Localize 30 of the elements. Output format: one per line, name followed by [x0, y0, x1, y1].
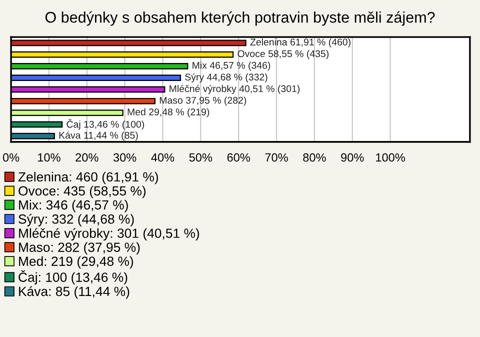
data-label: Mléčné výrobky 40,51 % (301) [170, 84, 300, 94]
legend-label: Maso: 282 (37,95 %) [19, 242, 140, 255]
chart-title: O bedýnky s obsahem kterých potravin byste měli zájem? [45, 11, 435, 26]
data-label: Ovoce 58,55 % (435) [238, 50, 329, 60]
data-label: Mix 46,57 % (346) [192, 62, 270, 71]
data-label: Med 29,48 % (219) [128, 108, 210, 118]
legend-label: Mix: 346 (46,57 %) [19, 200, 128, 212]
legend-label: Med: 219 (29,48 %) [19, 256, 134, 269]
legend-label: Zelenina: 460 (61,91 %) [18, 172, 158, 184]
x-tick-label: 90% [341, 153, 364, 162]
x-tick-label: 60% [227, 153, 250, 162]
data-label: Zelenina 61,91 % (460) [250, 38, 350, 48]
x-tick-label: 10% [38, 153, 60, 162]
legend-label: Sýry: 332 (44,68 %) [18, 214, 134, 226]
data-label: Káva 11,44 % (85) [59, 131, 138, 141]
data-label: Čaj 13,46 % (100) [66, 119, 144, 130]
legend-label: Ovoce: 435 (58,55 %) [18, 186, 146, 198]
x-tick-label: 50% [189, 153, 212, 162]
legend-label: Káva: 85 (11,44 %) [19, 286, 130, 299]
x-tick-label: 70% [265, 153, 288, 162]
legend-label: Čaj: 100 (13,46 %) [18, 270, 128, 285]
x-tick-label: 100% [376, 153, 405, 162]
legend-label: Mléčné výrobky: 301 (40,51 %) [19, 228, 200, 241]
x-tick-label: 40% [151, 153, 174, 162]
data-label: Sýry 44,68 % (332) [185, 73, 268, 82]
x-tick-label: 0% [2, 153, 20, 162]
x-tick-label: 20% [76, 153, 98, 162]
x-tick-label: 80% [303, 153, 326, 162]
data-label: Maso 37,95 % (282) [160, 96, 246, 106]
x-tick-label: 30% [113, 153, 136, 162]
